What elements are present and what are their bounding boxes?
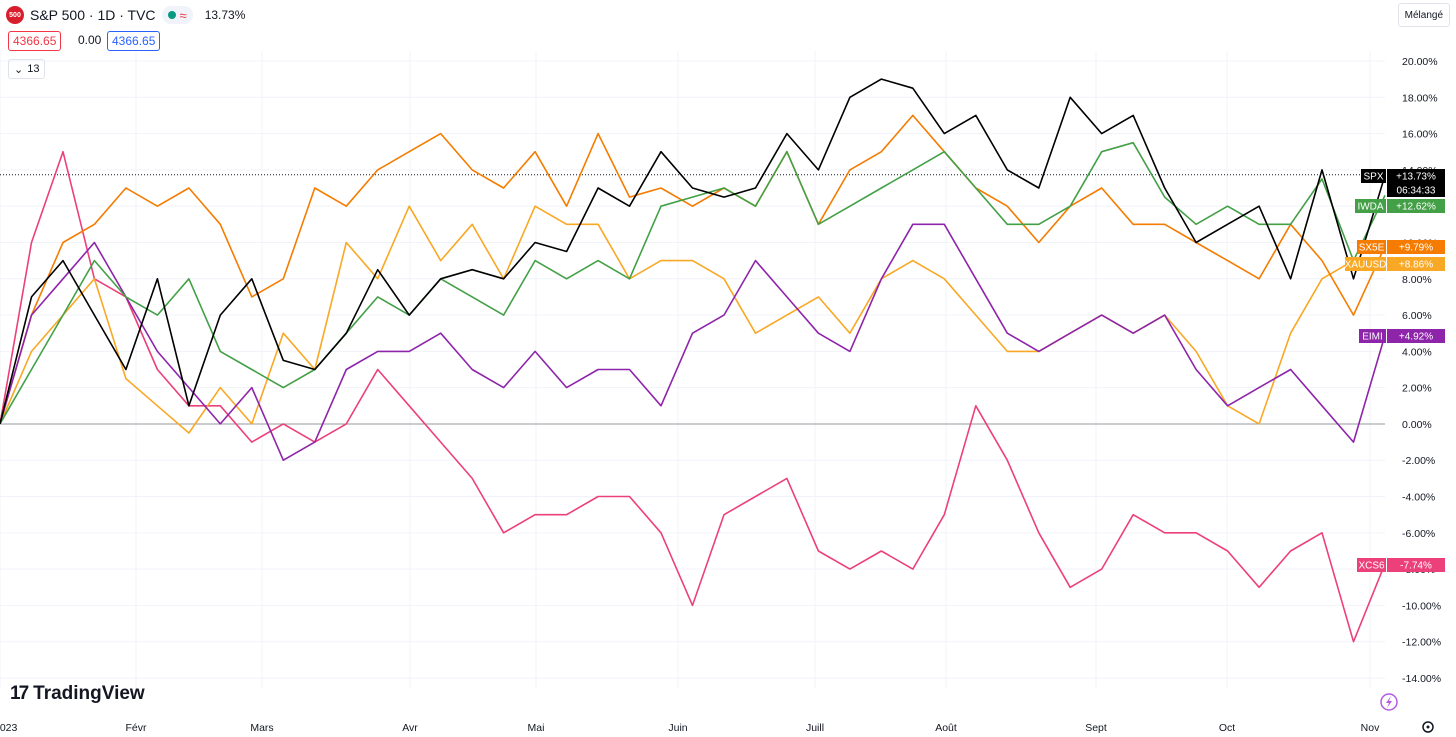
series-name-label: EIMI [1362,332,1383,343]
series-name-label: SPX [1363,172,1383,183]
grid [0,51,1385,688]
y-tick-label: 8.00% [1402,274,1432,286]
x-tick-label: Sept [1085,722,1107,734]
countdown-label: 06:34:33 [1397,186,1436,197]
buy-price[interactable]: 4366.65 [107,31,161,51]
x-tick-label: Juill [806,722,824,734]
x-tick-label: Mai [528,722,545,734]
header-change: 13.73% [204,8,246,22]
series-value-label: +13.73% [1396,172,1436,183]
y-tick-label: -6.00% [1402,528,1435,540]
tradingview-logo[interactable]: 17 TradingView [10,683,145,705]
wave-icon: ≈ [179,7,187,23]
x-tick-label: Avr [402,722,418,734]
y-tick-label: -2.00% [1402,455,1435,467]
series-value-tag [1387,199,1445,213]
lightning-icon[interactable] [1380,693,1398,711]
series-lines [0,78,1386,643]
series-value-tag [1387,257,1445,271]
series-value-label: +12.62% [1396,202,1436,213]
x-tick-label: Mars [250,722,273,734]
spread: 0.00 [78,33,102,47]
y-tick-label: 16.00% [1402,129,1438,141]
indicators-toggle[interactable]: ⌄ 13 [8,59,46,79]
series-name-label: SX5E [1359,243,1385,254]
x-axis: 2023 Févr Mars Avr Mai Juin Juill Août Sept Oct No… [0,722,1380,734]
x-tick-label: Févr [126,722,148,734]
series-name-tag [1345,257,1386,271]
scale-mode-button[interactable]: Mélangé [1397,3,1450,27]
x-tick-label: Oct [1219,722,1235,734]
series-value-label: +9.79% [1399,243,1433,254]
y-axis: 20.00%18.00%16.00%14.00%12.00%10.00%8.00… [1402,56,1441,685]
series-name-label: XCS6 [1358,561,1385,572]
y-tick-label: -12.00% [1402,637,1441,649]
chevron-down-icon: ⌄ [14,63,24,76]
series-value-label: +8.86% [1399,260,1433,271]
x-tick-label: Juin [668,722,687,734]
series-value-tag [1387,329,1445,343]
countdown-tag [1387,183,1445,197]
series-line-spx[interactable] [0,78,1386,425]
series-value-label: +4.92% [1399,332,1433,343]
series-line-xauusd[interactable] [0,205,1386,434]
y-tick-label: 18.00% [1402,92,1438,104]
y-tick-label: 20.00% [1402,56,1438,68]
x-tick-label: Août [935,722,957,734]
y-tick-label: 4.00% [1402,346,1432,358]
series-name-tag [1357,240,1386,254]
market-status[interactable]: ≈ [161,6,193,24]
x-tick-label: Nov [1361,722,1380,734]
symbol-title[interactable]: S&P 500 · 1D · TVC [30,7,156,23]
x-tick-label: 2023 [0,722,18,734]
series-value-tag [1387,169,1445,183]
series-value-tag [1387,240,1445,254]
indicators-count: 13 [27,63,40,75]
y-tick-label: -10.00% [1402,600,1441,612]
series-tags: SPX +13.73% 06:34:33 IWDA +12.62% SX5E +9.79% X… [1345,169,1445,572]
sell-price[interactable]: 4366.65 [8,31,62,51]
series-value-tag [1387,558,1445,572]
y-tick-label: -4.00% [1402,492,1435,504]
series-value-label: -7.74% [1400,561,1432,572]
series-name-label: IWDA [1357,202,1383,213]
series-name-tag [1359,329,1386,343]
series-name-tag [1355,199,1386,213]
market-open-icon [167,11,176,19]
y-tick-label: 2.00% [1402,383,1432,395]
series-line-xcs6[interactable] [0,150,1386,643]
y-tick-label: -14.00% [1402,673,1441,685]
symbol-logo: 500 [6,6,24,24]
series-name-tag [1357,558,1386,572]
series-line-sx5e[interactable] [0,114,1386,425]
tradingview-mark-icon: 17 [10,683,29,704]
series-name-tag [1361,169,1386,183]
series-line-eimi[interactable] [0,223,1386,462]
y-tick-label: 6.00% [1402,310,1432,322]
brand-name: TradingView [33,683,145,704]
series-name-label: XAUUSD [1345,260,1387,271]
y-tick-label: 0.00% [1402,419,1432,431]
chart-header: 500 S&P 500 · 1D · TVC ≈ 13.73% [6,4,245,26]
series-line-iwda[interactable] [0,141,1386,425]
settings-icon[interactable] [1422,721,1434,733]
